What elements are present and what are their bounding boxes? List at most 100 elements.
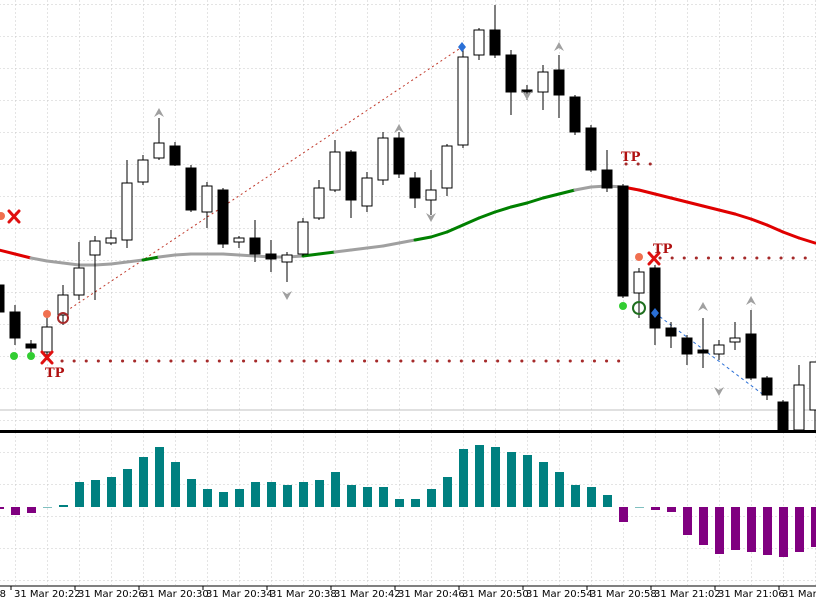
signal-dot — [619, 302, 627, 310]
x-tick-label: 31 Mar 21:06 — [718, 589, 785, 600]
arrow — [554, 42, 564, 51]
moving-average — [653, 192, 673, 200]
tp-label: TP — [45, 366, 65, 381]
oscillator-bar — [315, 480, 324, 507]
x-tick-label: 31 Mar 20:50 — [462, 589, 529, 600]
oscillator-bar — [779, 507, 788, 557]
arrow — [698, 302, 708, 311]
candle-body — [233, 237, 245, 243]
moving-average — [413, 235, 433, 242]
moving-average — [93, 262, 113, 267]
moving-average — [765, 223, 785, 234]
moving-average — [141, 255, 161, 262]
candle-body — [217, 189, 229, 245]
candle-body — [265, 253, 277, 260]
trade-line — [654, 312, 766, 397]
grid — [0, 0, 816, 430]
oscillator-bar — [155, 447, 164, 507]
candle-body — [553, 69, 565, 96]
candle-body — [729, 337, 741, 343]
oscillator-bar — [491, 447, 500, 507]
oscillator-bar — [571, 485, 580, 507]
oscillator-bar — [11, 507, 20, 515]
candle-body — [57, 294, 69, 316]
exit-circle — [632, 301, 646, 315]
moving-average — [461, 216, 481, 227]
candle-body — [313, 187, 325, 219]
oscillator-bar — [795, 507, 804, 552]
tp-label: TP — [653, 242, 673, 257]
moving-average — [381, 241, 401, 248]
entry-dot — [43, 310, 51, 318]
signal-dot — [10, 352, 18, 360]
oscillator-bar — [139, 457, 148, 507]
oscillator-bar — [411, 499, 420, 507]
candle-body — [377, 137, 389, 181]
oscillator-bar — [619, 507, 628, 522]
oscillator-bar — [379, 487, 388, 507]
oscillator-bar — [203, 489, 212, 507]
moving-average — [477, 210, 497, 220]
moving-average — [13, 252, 33, 260]
moving-average — [221, 252, 241, 257]
moving-average — [173, 252, 193, 257]
oscillator-bar — [0, 507, 4, 509]
moving-average — [749, 217, 769, 227]
moving-average — [685, 200, 705, 208]
moving-average — [637, 188, 657, 196]
oscillator-bar — [331, 472, 340, 507]
x-tick-label: 31 Mar 20:38 — [270, 589, 337, 600]
oscillator-bar — [299, 482, 308, 507]
exit-circle — [57, 312, 69, 324]
candle-body — [105, 237, 117, 244]
arrow — [154, 108, 164, 117]
moving-average — [29, 256, 49, 263]
moving-average — [45, 259, 65, 265]
candle-body — [185, 167, 197, 211]
oscillator-bar — [507, 452, 516, 507]
oscillator-bar — [683, 507, 692, 535]
arrow — [522, 91, 532, 100]
moving-average — [301, 252, 321, 258]
signal-dot — [27, 352, 35, 360]
close-mark — [647, 251, 661, 266]
moving-average — [717, 208, 737, 216]
candle-body — [569, 96, 581, 133]
x-tick-label: 31 Mar 21:02 — [654, 589, 721, 600]
arrow — [282, 291, 292, 300]
moving-average — [701, 204, 721, 212]
candle-body — [745, 333, 757, 379]
grid-layer — [0, 0, 816, 585]
moving-average — [109, 260, 129, 266]
trade-line — [61, 46, 463, 315]
candle-body — [681, 337, 693, 355]
oscillator-bar — [747, 507, 756, 552]
candle-body — [457, 56, 469, 146]
candle-body — [665, 327, 677, 337]
candle-body — [777, 401, 789, 430]
grid — [0, 433, 816, 585]
moving-average — [317, 250, 337, 256]
oscillator-bar — [715, 507, 724, 554]
candle-body — [505, 54, 517, 93]
candle-body — [409, 177, 421, 199]
moving-average — [365, 244, 385, 250]
oscillator-bar — [91, 480, 100, 507]
moving-average — [61, 261, 81, 267]
oscillator-bar — [27, 507, 36, 513]
candle-body — [41, 326, 53, 353]
moving-average — [557, 188, 577, 196]
oscillator-bar — [539, 462, 548, 507]
candle-body — [441, 145, 453, 189]
close-marks — [7, 209, 661, 365]
x-tick-label: 31 Mar 20:22 — [14, 589, 81, 600]
oscillator-bar — [59, 505, 68, 507]
oscillator-bar — [427, 489, 436, 507]
moving-average — [525, 196, 545, 205]
candle-body — [281, 254, 293, 263]
oscillator-bar — [763, 507, 772, 555]
moving-average — [445, 223, 465, 234]
candle-body — [393, 137, 405, 175]
moving-average — [157, 253, 177, 259]
x-tick-label: 31 Mar 20:30 — [142, 589, 209, 600]
